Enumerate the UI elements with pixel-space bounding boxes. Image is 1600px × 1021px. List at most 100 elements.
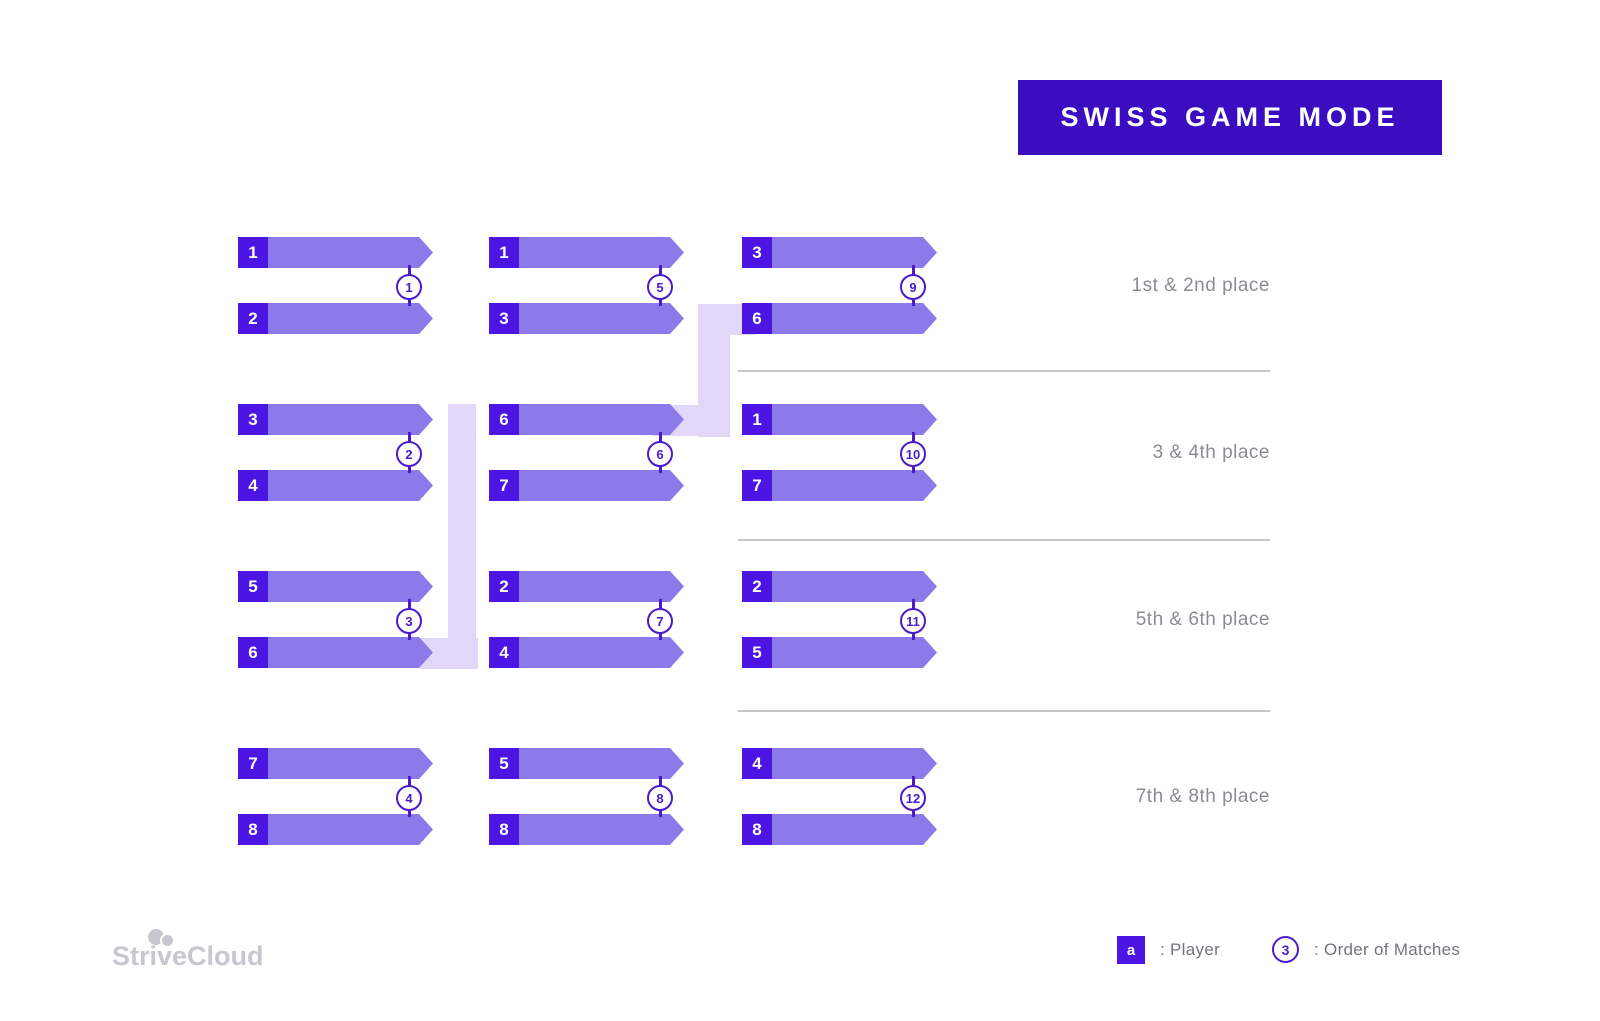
player-bar-shape xyxy=(489,637,684,668)
player-bar-shape xyxy=(489,748,684,779)
player-symbol-square: a xyxy=(1117,936,1145,964)
player-number-chip: 3 xyxy=(742,237,772,268)
place-divider xyxy=(738,370,1270,372)
player-number-chip: 8 xyxy=(742,814,772,845)
player-bar: 2 xyxy=(489,571,684,602)
player-number-chip: 7 xyxy=(238,748,268,779)
player-bar: 3 xyxy=(489,303,684,334)
place-divider xyxy=(738,539,1270,541)
player-bar-shape xyxy=(238,748,433,779)
player-bar-shape xyxy=(238,470,433,501)
player-bar-shape xyxy=(489,404,684,435)
match-order-badge: 6 xyxy=(647,441,673,467)
player-number-chip: 6 xyxy=(238,637,268,668)
strivecloud-logo: StriveCloud xyxy=(112,915,312,975)
advancement-path-segment xyxy=(448,404,476,669)
player-number-chip: 6 xyxy=(489,404,519,435)
player-bar: 7 xyxy=(238,748,433,779)
player-bar: 6 xyxy=(742,303,937,334)
player-bar: 2 xyxy=(238,303,433,334)
player-number-chip: 4 xyxy=(489,637,519,668)
player-bar-shape xyxy=(238,237,433,268)
match-order-badge: 2 xyxy=(396,441,422,467)
player-bar-shape xyxy=(238,814,433,845)
player-bar-shape xyxy=(742,404,937,435)
player-number-chip: 8 xyxy=(238,814,268,845)
player-bar: 6 xyxy=(489,404,684,435)
player-bar: 5 xyxy=(489,748,684,779)
player-bar: 5 xyxy=(238,571,433,602)
player-number-chip: 1 xyxy=(238,237,268,268)
player-number-chip: 5 xyxy=(742,637,772,668)
player-bar: 8 xyxy=(742,814,937,845)
place-label: 1st & 2nd place xyxy=(1131,275,1270,296)
player-number-chip: 2 xyxy=(742,571,772,602)
player-number-chip: 5 xyxy=(238,571,268,602)
player-bar: 2 xyxy=(742,571,937,602)
player-bar: 4 xyxy=(742,748,937,779)
player-bar: 1 xyxy=(489,237,684,268)
legend-order: 3 : Order of Matches xyxy=(1272,936,1460,963)
match-order-badge: 12 xyxy=(900,785,926,811)
place-divider xyxy=(738,710,1270,712)
player-bar: 8 xyxy=(238,814,433,845)
match-order-badge: 8 xyxy=(647,785,673,811)
order-symbol-circle: 3 xyxy=(1272,936,1299,963)
place-label: 3 & 4th place xyxy=(1152,442,1270,463)
player-bar-shape xyxy=(489,814,684,845)
player-bar-shape xyxy=(489,470,684,501)
player-bar-shape xyxy=(489,237,684,268)
player-number-chip: 3 xyxy=(489,303,519,334)
match-order-badge: 4 xyxy=(396,785,422,811)
player-bar-shape xyxy=(742,571,937,602)
match-order-badge: 1 xyxy=(396,274,422,300)
match-order-badge: 9 xyxy=(900,274,926,300)
player-bar-shape xyxy=(742,637,937,668)
player-legend-label: : Player xyxy=(1160,940,1221,959)
player-bar-shape xyxy=(238,303,433,334)
player-bar: 3 xyxy=(238,404,433,435)
player-bar: 7 xyxy=(489,470,684,501)
player-number-chip: 3 xyxy=(238,404,268,435)
logo-text: StriveCloud xyxy=(112,941,264,971)
place-label: 5th & 6th place xyxy=(1135,609,1270,630)
order-legend-label: : Order of Matches xyxy=(1314,939,1461,959)
player-bar-shape xyxy=(238,637,433,668)
player-bar-shape xyxy=(238,571,433,602)
player-bar: 1 xyxy=(742,404,937,435)
player-bar-shape xyxy=(742,814,937,845)
player-bar: 1 xyxy=(238,237,433,268)
match-order-badge: 7 xyxy=(647,608,673,634)
match-order-badge: 10 xyxy=(900,441,926,467)
place-label: 7th & 8th place xyxy=(1135,786,1270,807)
player-bar-shape xyxy=(238,404,433,435)
player-bar: 4 xyxy=(489,637,684,668)
player-bar: 8 xyxy=(489,814,684,845)
page-title: SWISS GAME MODE xyxy=(1060,102,1400,132)
player-bar-shape xyxy=(742,237,937,268)
legend-player: a : Player xyxy=(1117,936,1220,964)
match-order-badge: 3 xyxy=(396,608,422,634)
player-number-chip: 2 xyxy=(238,303,268,334)
player-bar-shape xyxy=(489,303,684,334)
player-bar: 5 xyxy=(742,637,937,668)
player-number-chip: 8 xyxy=(489,814,519,845)
match-order-badge: 5 xyxy=(647,274,673,300)
player-bar-shape xyxy=(742,748,937,779)
title-banner: SWISS GAME MODE xyxy=(1018,80,1442,155)
player-number-chip: 4 xyxy=(238,470,268,501)
player-bar: 4 xyxy=(238,470,433,501)
cloud-icon xyxy=(160,933,175,948)
player-bar: 6 xyxy=(238,637,433,668)
player-number-chip: 2 xyxy=(489,571,519,602)
player-number-chip: 7 xyxy=(489,470,519,501)
player-bar: 7 xyxy=(742,470,937,501)
player-bar-shape xyxy=(489,571,684,602)
player-number-chip: 5 xyxy=(489,748,519,779)
player-bar-shape xyxy=(742,470,937,501)
match-order-badge: 11 xyxy=(900,608,926,634)
player-number-chip: 4 xyxy=(742,748,772,779)
player-number-chip: 1 xyxy=(489,237,519,268)
player-number-chip: 1 xyxy=(742,404,772,435)
